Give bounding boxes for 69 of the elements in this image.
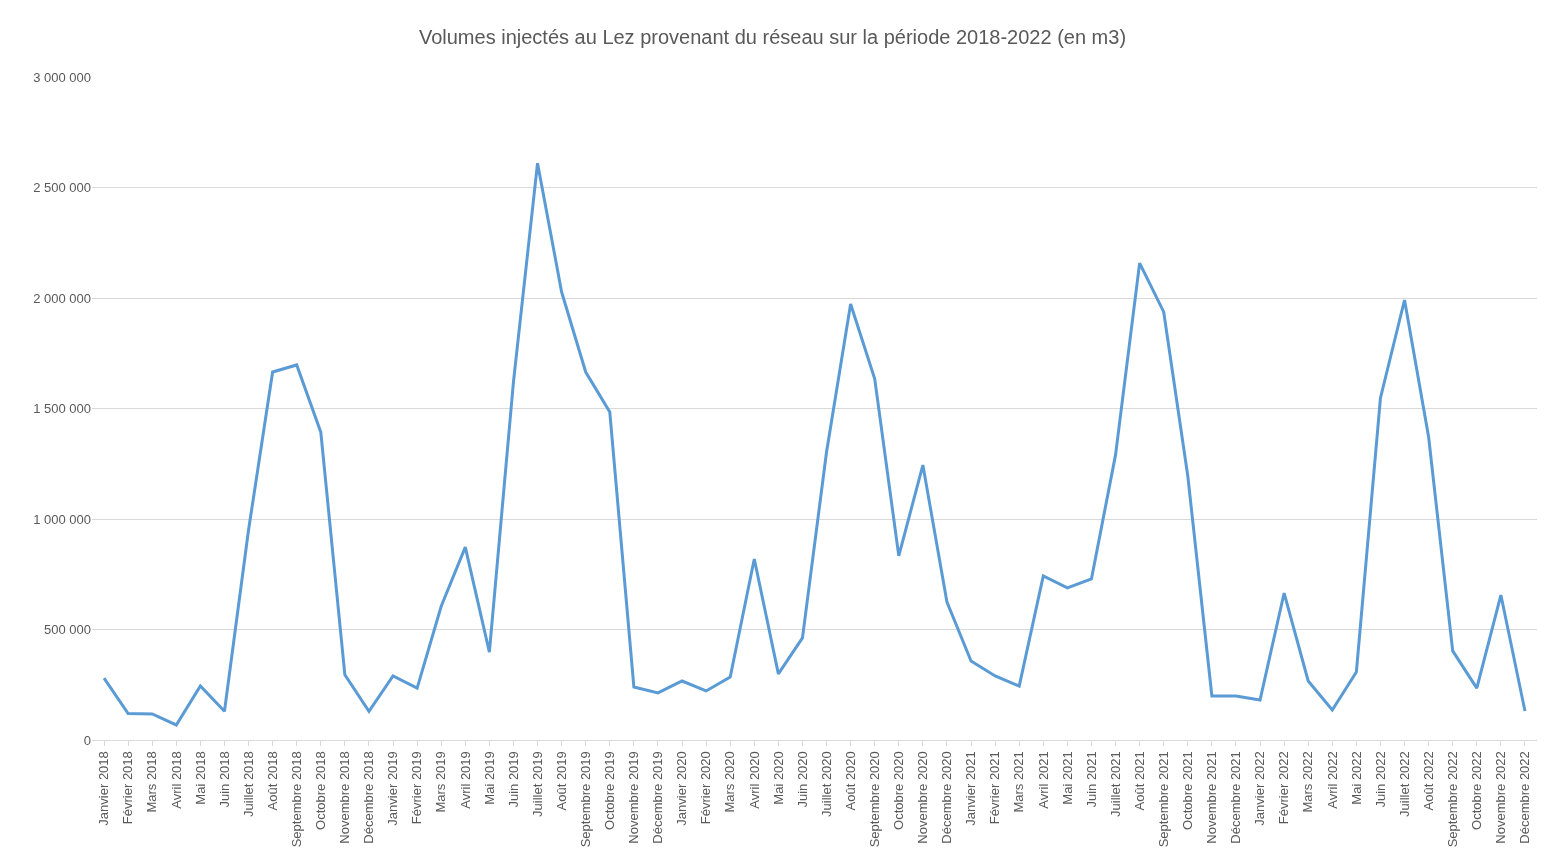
x-tick-label: Juin 2018 (216, 751, 232, 808)
x-tick-label: Février 2018 (120, 751, 136, 825)
x-tick-label: Mars 2018 (144, 751, 160, 813)
line-series (102, 161, 1527, 727)
x-tick-label: Décembre 2022 (1517, 751, 1533, 844)
x-tick-label: Juillet 2020 (818, 751, 834, 817)
x-tick-label: Mars 2020 (722, 751, 738, 813)
y-tick-label: 2 000 000 (33, 290, 91, 306)
x-tick-label: Septembre 2022 (1444, 751, 1460, 848)
x-tick-label: Novembre 2021 (1204, 751, 1220, 844)
x-tick-label: Juin 2019 (505, 751, 521, 808)
x-tick-label: Février 2019 (409, 751, 425, 825)
x-tick-label: Août 2018 (264, 751, 280, 811)
x-tick-label: Mai 2021 (1059, 751, 1075, 805)
x-tick-label: Mai 2019 (481, 751, 497, 805)
y-tick-label: 2 500 000 (33, 180, 91, 196)
x-tick-label: Avril 2019 (457, 751, 473, 809)
x-tick-label: Décembre 2021 (1228, 751, 1244, 844)
y-tick-label: 3 000 000 (33, 69, 91, 85)
x-tick-label: Juillet 2019 (529, 751, 545, 817)
x-tick-label: Octobre 2022 (1469, 751, 1485, 830)
x-tick-label: Février 2020 (698, 751, 714, 825)
x-tick-label: Avril 2020 (746, 751, 762, 809)
x-tick-label: Novembre 2020 (915, 751, 931, 844)
y-tick-label: 500 000 (44, 622, 91, 638)
x-tick-label: Janvier 2020 (674, 751, 690, 826)
x-tick-label: Juillet 2022 (1396, 751, 1412, 817)
x-tick-label: Janvier 2021 (963, 751, 979, 826)
x-tick-label: Novembre 2022 (1493, 751, 1509, 844)
x-tick-label: Octobre 2021 (1180, 751, 1196, 830)
x-tick-label: Janvier 2022 (1252, 751, 1268, 826)
x-tick-label: Avril 2018 (168, 751, 184, 809)
x-tick-label: Avril 2022 (1324, 751, 1340, 809)
x-tick-label: Décembre 2018 (361, 751, 377, 844)
x-tick-label: Mars 2019 (433, 751, 449, 813)
y-tick-label: 1 000 000 (33, 511, 91, 527)
x-tick-label: Août 2022 (1420, 751, 1436, 811)
x-tick-label: Octobre 2018 (313, 751, 329, 830)
x-tick-label: Juin 2021 (1083, 751, 1099, 808)
x-tick-label: Septembre 2018 (288, 751, 304, 848)
x-tick-label: Décembre 2020 (939, 751, 955, 844)
x-tick-label: Septembre 2019 (577, 751, 593, 848)
x-tick-label: Novembre 2018 (337, 751, 353, 844)
y-tick-label: 0 (83, 732, 91, 748)
x-tick-label: Mars 2021 (1011, 751, 1027, 813)
x-tick-label: Août 2020 (842, 751, 858, 811)
x-tick-label: Mai 2022 (1348, 751, 1364, 805)
x-tick-label: Juin 2022 (1372, 751, 1388, 808)
x-tick-label: Octobre 2020 (891, 751, 907, 830)
x-tick-label: Septembre 2021 (1155, 751, 1171, 848)
x-tick-label: Mars 2022 (1300, 751, 1316, 813)
x-tick-label: Janvier 2019 (385, 751, 401, 826)
x-tick-label: Août 2019 (553, 751, 569, 811)
x-tick-label: Mai 2020 (770, 751, 786, 805)
x-tick-label: Février 2022 (1276, 751, 1292, 825)
x-tick-label: Mai 2018 (192, 751, 208, 805)
x-tick-label: Juillet 2021 (1107, 751, 1123, 817)
x-tick-label: Décembre 2019 (650, 751, 666, 844)
x-tick-label: Février 2021 (987, 751, 1003, 825)
x-tick-label: Avril 2021 (1035, 751, 1051, 809)
x-tick-label: Janvier 2018 (96, 751, 112, 826)
x-tick-label: Octobre 2019 (602, 751, 618, 830)
y-tick-label: 1 500 000 (33, 401, 91, 417)
chart-title: Volumes injectés au Lez provenant du réseau sur la période 2018-2022 (en m3) (418, 26, 1127, 49)
x-tick-label: Septembre 2020 (866, 751, 882, 848)
x-tick-label: Novembre 2019 (626, 751, 642, 844)
x-tick-label: Juillet 2018 (240, 751, 256, 817)
x-tick-label: Août 2021 (1131, 751, 1147, 811)
x-tick-label: Juin 2020 (794, 751, 810, 808)
